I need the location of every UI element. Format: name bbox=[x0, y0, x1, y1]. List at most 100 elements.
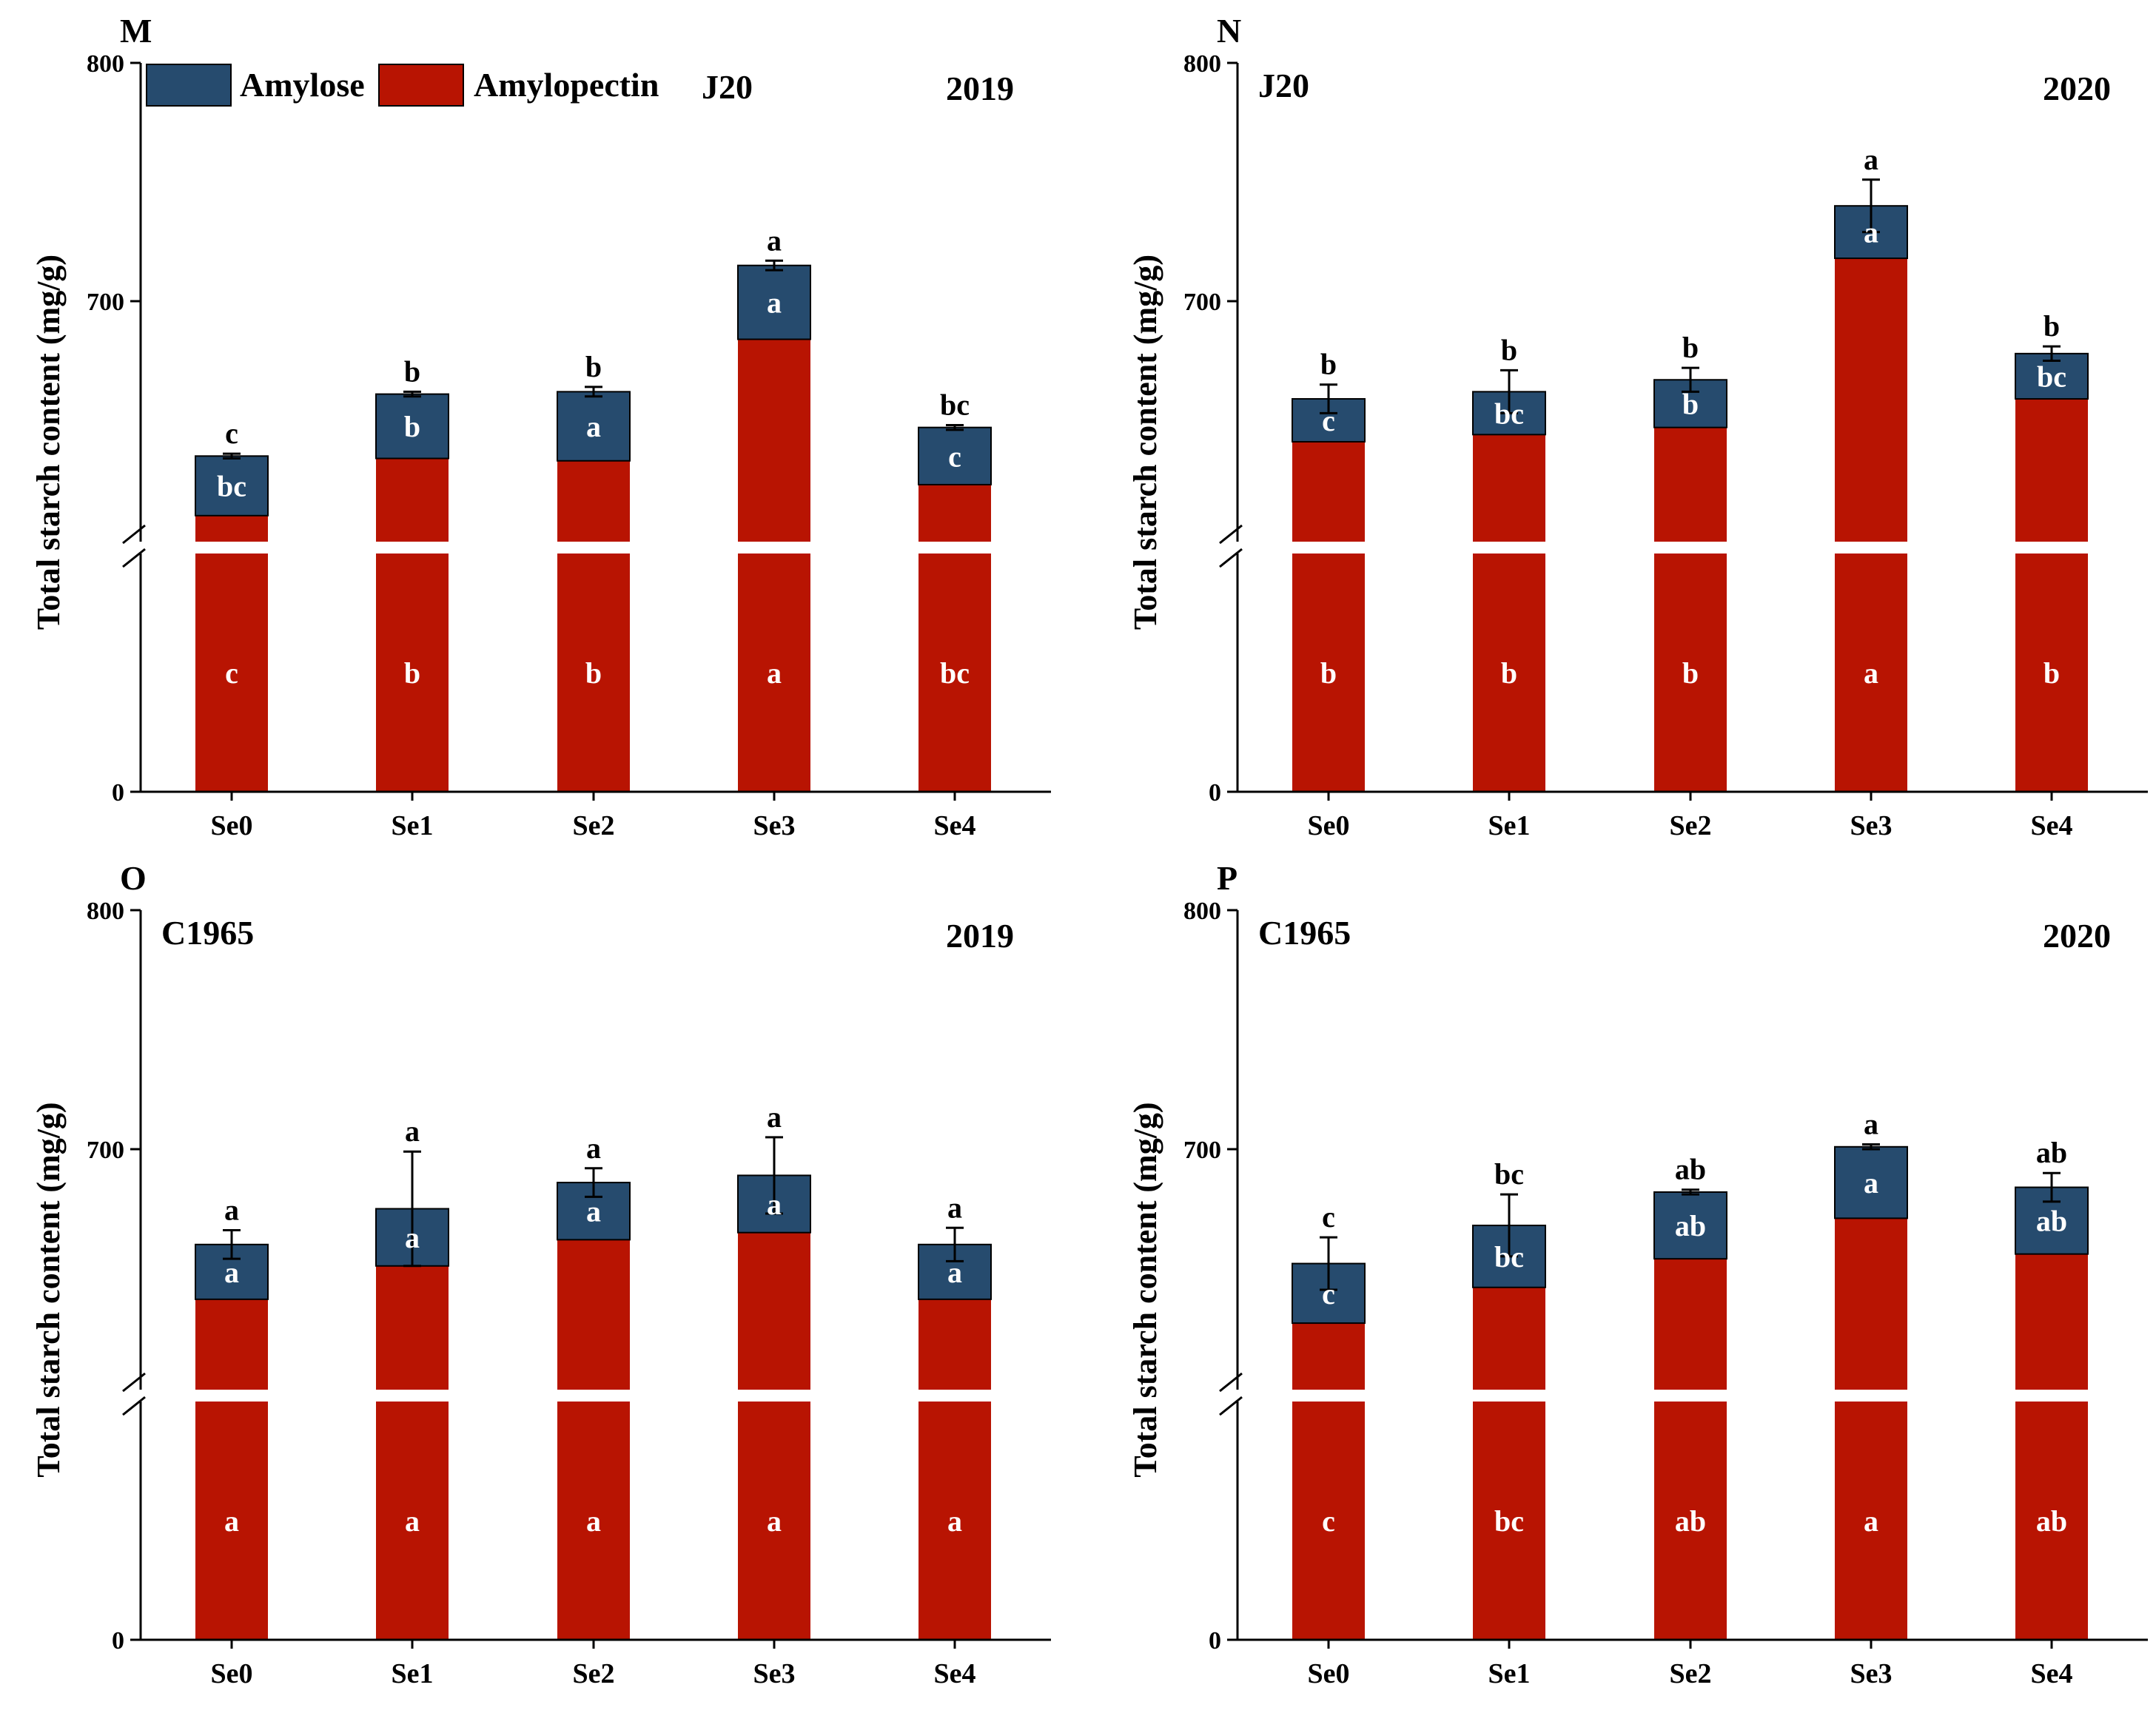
bar-amylopectin-lower bbox=[1654, 554, 1727, 792]
amylose-letter: ab bbox=[1675, 1209, 1706, 1242]
amylopectin-letter: a bbox=[224, 1504, 239, 1538]
bar-amylopectin-upper bbox=[919, 1299, 991, 1390]
amylose-letter: a bbox=[1864, 216, 1878, 249]
total-letter: a bbox=[767, 1100, 782, 1134]
x-tick-label: Se2 bbox=[573, 1658, 615, 1689]
bar-amylopectin-upper bbox=[1473, 1287, 1545, 1390]
amylopectin-letter: a bbox=[1864, 656, 1878, 690]
legend-swatch-amylose bbox=[146, 64, 232, 107]
bar-amylopectin-upper bbox=[738, 339, 810, 542]
bar-amylopectin-lower bbox=[376, 554, 449, 792]
bar-amylopectin-upper bbox=[1835, 258, 1907, 542]
total-letter: bc bbox=[1494, 1157, 1524, 1191]
total-letter: bc bbox=[940, 388, 970, 421]
total-letter: ab bbox=[2036, 1136, 2067, 1169]
amylopectin-letter: a bbox=[767, 1504, 782, 1538]
axis-break-mark bbox=[122, 548, 146, 568]
bar-amylopectin-lower bbox=[557, 554, 630, 792]
bar-amylopectin-lower bbox=[919, 554, 991, 792]
total-letter: b bbox=[1501, 333, 1517, 366]
axis-break-mark bbox=[122, 1372, 146, 1393]
y-tick-label: 700 bbox=[87, 289, 124, 316]
amylose-letter: bc bbox=[1494, 397, 1524, 430]
cultivar-label: J20 bbox=[702, 68, 753, 106]
amylose-letter: c bbox=[948, 440, 961, 473]
total-letter: b bbox=[2044, 309, 2060, 343]
bar-amylopectin-lower bbox=[376, 1402, 449, 1640]
bar-amylopectin-lower bbox=[1473, 1402, 1545, 1640]
x-tick-label: Se2 bbox=[573, 810, 615, 841]
legend: Amylose Amylopectin bbox=[146, 64, 659, 107]
y-tick-label: 700 bbox=[1183, 1137, 1221, 1164]
amylopectin-letter: a bbox=[405, 1504, 420, 1538]
amylopectin-letter: b bbox=[2044, 656, 2060, 690]
y-tick-label: 800 bbox=[1183, 50, 1221, 78]
bar-amylopectin-lower bbox=[2015, 554, 2088, 792]
bar-amylopectin-upper bbox=[376, 1265, 449, 1390]
y-tick-label: 0 bbox=[112, 779, 124, 807]
legend-swatch-amylopectin bbox=[378, 64, 464, 107]
bar-amylopectin-lower bbox=[919, 1402, 991, 1640]
chart-panel-p: cccSe0bcbcbcSe1abababSe2aaaSe3abababSe40… bbox=[1127, 859, 2148, 1689]
total-letter: a bbox=[405, 1114, 420, 1148]
bar-amylopectin-lower bbox=[1292, 554, 1365, 792]
year-label: 2020 bbox=[2043, 917, 2111, 955]
axis-break-mark bbox=[122, 1396, 146, 1416]
cultivar-label: C1965 bbox=[1258, 914, 1351, 952]
bar-amylose bbox=[1834, 1145, 1908, 1219]
bar-amylopectin-lower bbox=[738, 554, 810, 792]
bar-amylopectin-upper bbox=[919, 484, 991, 542]
bar-amylopectin-lower bbox=[738, 1402, 810, 1640]
amylopectin-letter: a bbox=[767, 656, 782, 690]
total-letter: a bbox=[1864, 143, 1878, 176]
y-tick-label: 700 bbox=[1183, 289, 1221, 316]
amylopectin-letter: b bbox=[585, 656, 602, 690]
y-tick-label: 800 bbox=[87, 50, 124, 78]
amylopectin-letter: a bbox=[1864, 1504, 1878, 1538]
amylose-letter: b bbox=[1682, 387, 1699, 420]
total-letter: ab bbox=[1675, 1153, 1706, 1186]
y-axis-label: Total starch content (mg/g) bbox=[1127, 255, 1163, 630]
bar-amylopectin-upper bbox=[557, 1239, 630, 1390]
total-letter: b bbox=[1320, 348, 1337, 381]
amylopectin-letter: c bbox=[1322, 1504, 1335, 1538]
x-tick-label: Se1 bbox=[392, 1658, 434, 1689]
x-tick-label: Se0 bbox=[211, 1658, 253, 1689]
amylopectin-letter: c bbox=[225, 656, 238, 690]
bar-amylopectin-lower bbox=[195, 1402, 268, 1640]
amylose-letter: bc bbox=[217, 470, 246, 503]
x-tick-label: Se4 bbox=[2031, 810, 2073, 841]
x-tick-label: Se1 bbox=[1488, 810, 1531, 841]
bar-amylopectin-upper bbox=[376, 458, 449, 542]
bar-amylopectin-upper bbox=[738, 1232, 810, 1390]
x-tick-label: Se2 bbox=[1670, 810, 1712, 841]
chart-panel-n: bcbSe0bbcbSe1bbbSe2aaaSe3bbcbSe40700800T… bbox=[1127, 12, 2148, 841]
amylose-letter: ab bbox=[2036, 1205, 2067, 1238]
x-tick-label: Se3 bbox=[753, 810, 796, 841]
panel-label: M bbox=[120, 12, 152, 50]
axis-break-mark bbox=[122, 524, 146, 545]
amylose-letter: a bbox=[767, 1188, 782, 1221]
amylopectin-letter: a bbox=[947, 1504, 962, 1538]
bar-amylopectin-lower bbox=[1473, 554, 1545, 792]
year-label: 2020 bbox=[2043, 70, 2111, 107]
bar-amylose bbox=[195, 455, 269, 517]
x-tick-label: Se4 bbox=[934, 810, 976, 841]
x-tick-label: Se2 bbox=[1670, 1658, 1712, 1689]
axis-break-mark bbox=[1219, 1372, 1243, 1393]
axis-break-mark bbox=[1219, 1396, 1243, 1416]
amylopectin-letter: bc bbox=[1494, 1504, 1524, 1538]
x-tick-label: Se1 bbox=[392, 810, 434, 841]
y-axis-label: Total starch content (mg/g) bbox=[30, 255, 67, 630]
bar-amylopectin-upper bbox=[2015, 1254, 2088, 1390]
axis-break-mark bbox=[1219, 524, 1243, 545]
y-tick-label: 0 bbox=[1209, 1627, 1221, 1655]
bar-amylose bbox=[557, 391, 631, 462]
x-tick-label: Se3 bbox=[1850, 1658, 1893, 1689]
x-tick-label: Se1 bbox=[1488, 1658, 1531, 1689]
amylose-letter: a bbox=[586, 1195, 601, 1228]
x-tick-label: Se3 bbox=[753, 1658, 796, 1689]
bar-amylopectin-upper bbox=[195, 1299, 268, 1390]
cultivar-label: J20 bbox=[1258, 67, 1309, 104]
